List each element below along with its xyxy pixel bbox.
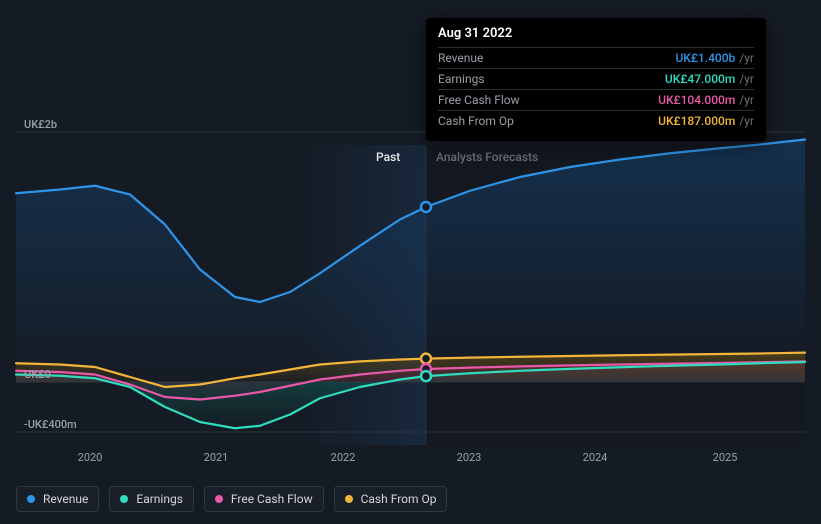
tooltip-row-value: UK£104.000m/yr	[658, 93, 754, 107]
section-label-forecasts: Analysts Forecasts	[436, 150, 538, 164]
tooltip-row-label: Revenue	[438, 51, 483, 65]
legend-item-label: Earnings	[136, 492, 183, 506]
x-axis-label: 2022	[331, 451, 356, 464]
tooltip-row-value: UK£187.000m/yr	[658, 114, 754, 128]
tooltip-row-value: UK£47.000m/yr	[665, 72, 754, 86]
financials-chart: UK£2b UK£0 -UK£400m 2020 2021 2022 2023 2024 20…	[0, 0, 821, 524]
legend-item-label: Cash From Op	[361, 492, 437, 506]
tooltip-row-label: Cash From Op	[438, 114, 514, 128]
legend-dot-icon	[27, 495, 35, 503]
legend-dot-icon	[120, 495, 128, 503]
legend-item-revenue[interactable]: Revenue	[16, 486, 99, 512]
tooltip-date: Aug 31 2022	[438, 26, 754, 47]
legend-item-label: Revenue	[43, 492, 88, 506]
tooltip-row: Free Cash Flow UK£104.000m/yr	[438, 89, 754, 110]
legend-dot-icon	[345, 495, 353, 503]
tooltip-row-label: Earnings	[438, 72, 485, 86]
y-axis-label: UK£0	[24, 368, 51, 381]
tooltip-row-label: Free Cash Flow	[438, 93, 520, 107]
legend-dot-icon	[215, 495, 223, 503]
y-axis-label: -UK£400m	[24, 418, 77, 431]
chart-legend: Revenue Earnings Free Cash Flow Cash From O…	[16, 486, 447, 512]
legend-item-earnings[interactable]: Earnings	[109, 486, 194, 512]
x-axis-label: 2020	[78, 451, 103, 464]
x-axis-label: 2025	[713, 451, 738, 464]
legend-item-cash-from-op[interactable]: Cash From Op	[334, 486, 448, 512]
tooltip-row: Earnings UK£47.000m/yr	[438, 68, 754, 89]
x-axis-label: 2023	[457, 451, 482, 464]
tooltip-row: Revenue UK£1.400b/yr	[438, 47, 754, 68]
legend-item-free-cash-flow[interactable]: Free Cash Flow	[204, 486, 324, 512]
tooltip-row: Cash From Op UK£187.000m/yr	[438, 110, 754, 131]
x-axis-label: 2021	[204, 451, 229, 464]
section-label-past: Past	[376, 150, 400, 164]
chart-tooltip: Aug 31 2022 Revenue UK£1.400b/yr Earnings U…	[426, 18, 766, 141]
y-axis-label: UK£2b	[24, 118, 57, 131]
tooltip-row-value: UK£1.400b/yr	[675, 51, 754, 65]
x-axis-label: 2024	[583, 451, 608, 464]
legend-item-label: Free Cash Flow	[231, 492, 313, 506]
